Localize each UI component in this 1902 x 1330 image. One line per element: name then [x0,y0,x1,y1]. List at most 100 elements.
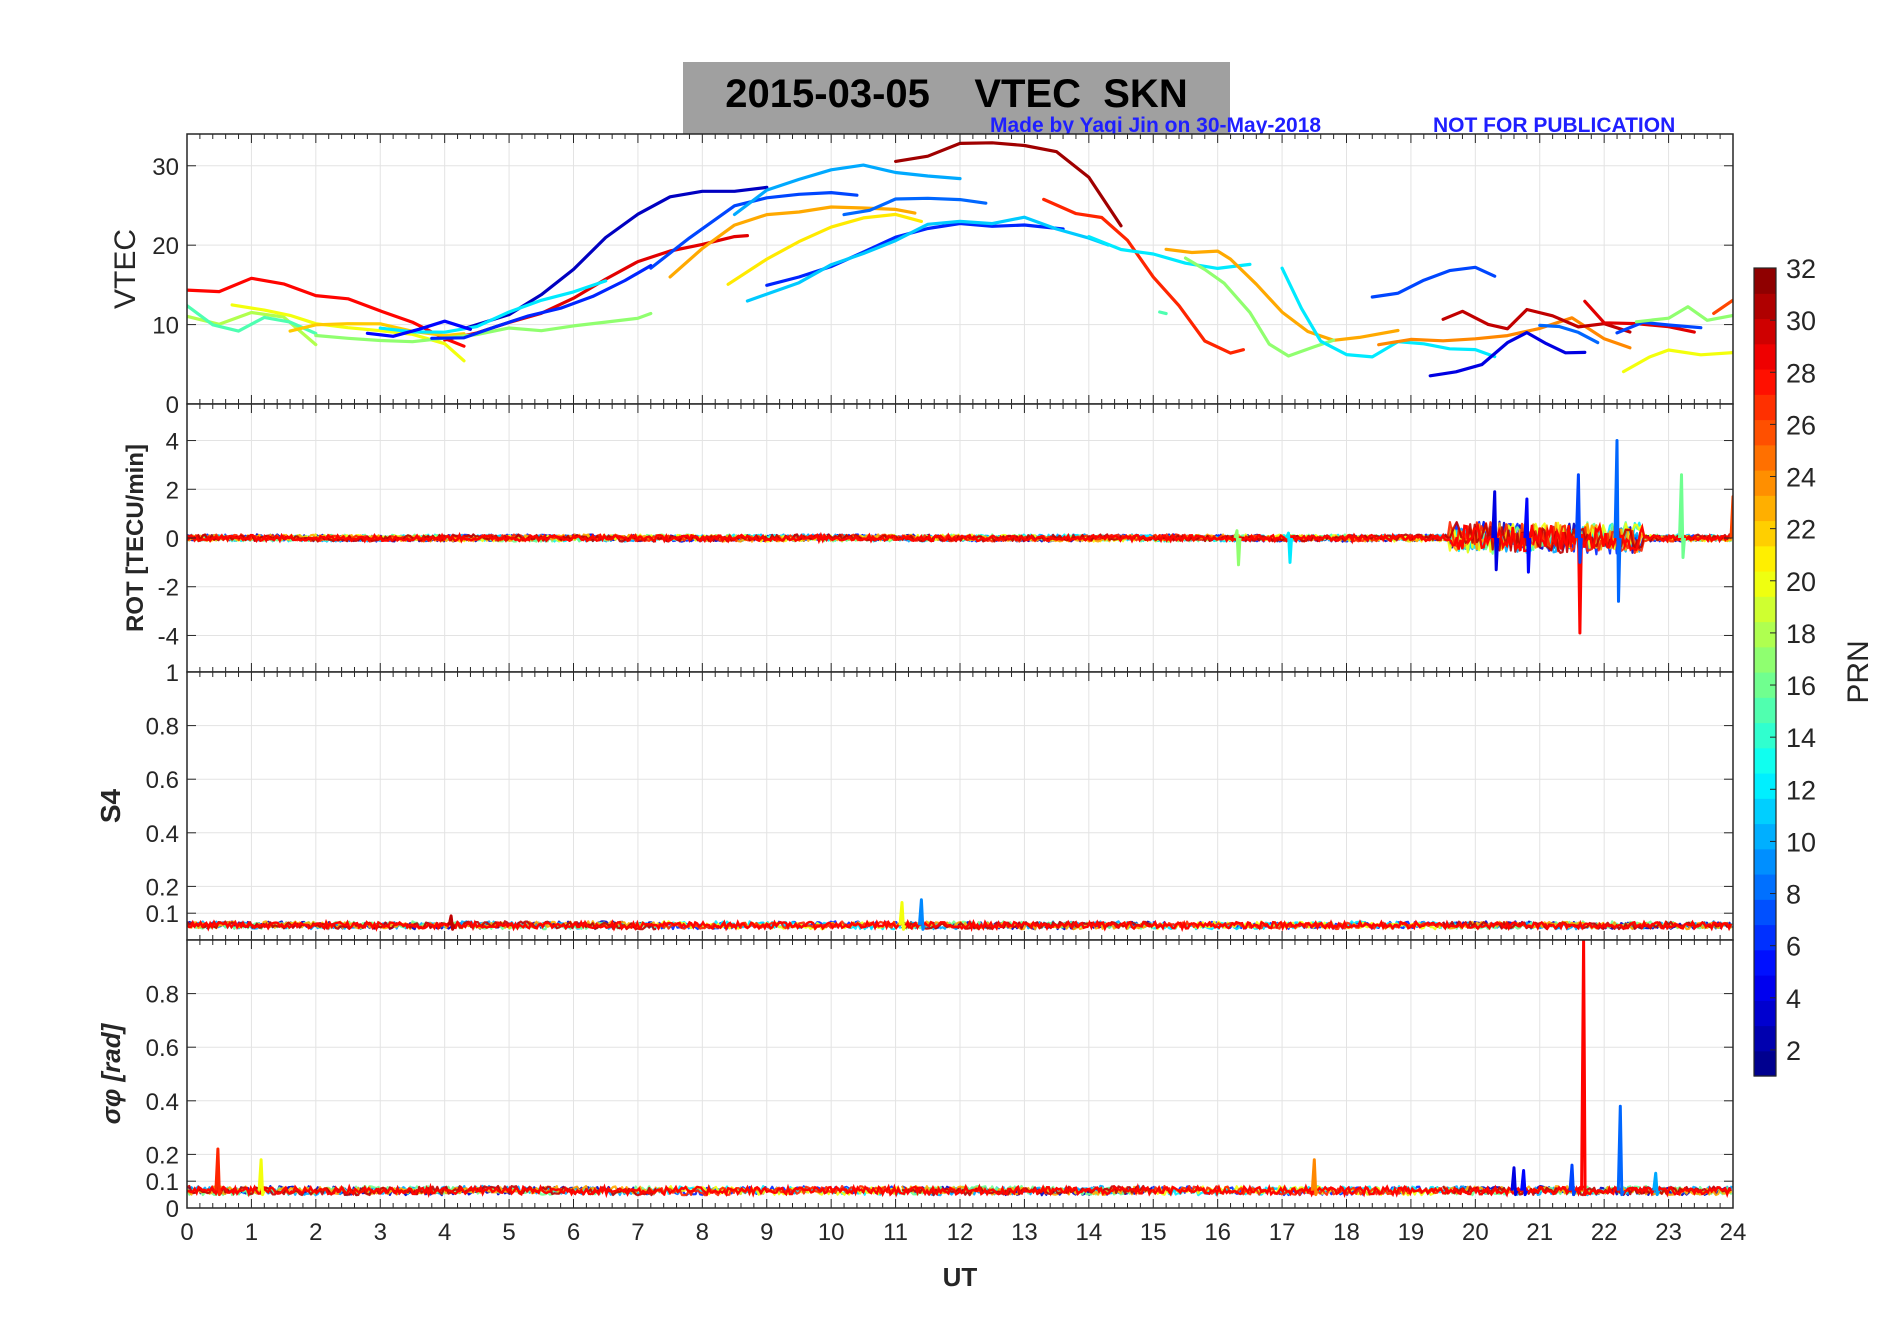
y-tick-label: 0.1 [146,901,179,928]
rot-spike-prn-5 [1523,497,1532,574]
rot-spike-prn-8 [1613,439,1622,603]
colorbar-tick-label: 20 [1786,567,1816,597]
vtec-line-prn-10 [732,163,962,217]
x-tick-label: 24 [1720,1219,1747,1246]
vtec-line-prn-28 [187,276,466,348]
vtec-line-prn-17 [314,311,653,344]
sigma-phi-axes-box [186,939,1734,1209]
colorbar-tick-label: 6 [1786,932,1801,962]
x-tick-label: 9 [760,1219,773,1246]
rot-spike-prn-26 [1729,495,1733,546]
colorbar-block [1754,773,1776,799]
colorbar-tick-label: 18 [1786,619,1816,649]
x-axis: 0 1 2 3 4 5 6 7 8 9 10 11 12 13 14 15 16 17 18 19 20 21 22 23 24… [180,1219,1746,1292]
vtec-line-prn-23 [1164,247,1400,342]
colorbar-tick-label: 8 [1786,880,1801,910]
colorbar-tick-label: 32 [1786,254,1816,284]
colorbar-block [1754,470,1776,496]
rot-spike-prn-17 [1233,529,1242,567]
colorbar-block [1754,545,1776,572]
figure-title: 2015-03-05 VTEC SKN [725,72,1188,116]
colorbar-block [1754,646,1776,673]
s4-ylabel: S4 [95,788,126,823]
colorbar-tick-label: 28 [1786,358,1816,388]
rot-series-group [187,439,1733,635]
colorbar-block [1754,318,1776,345]
sigma_phi-spike-prn-7 [1568,1163,1577,1197]
colorbar-tick-label: 26 [1786,410,1816,440]
colorbar-block [1754,621,1776,648]
vtec-line-prn-26 [1712,298,1733,315]
vtec-line-prn-7 [1615,320,1703,335]
y-tick-label: 0 [166,526,179,553]
x-tick-label: 14 [1075,1219,1102,1246]
colorbar-block [1754,874,1776,900]
x-tick-label: 22 [1591,1219,1618,1246]
rot-ticks: -4 -2 0 2 4 [158,404,1734,672]
y-tick-label: 0.2 [146,874,179,901]
x-tick-label: 5 [502,1219,515,1246]
y-tick-label: -2 [158,575,179,602]
x-tick-label: 16 [1204,1219,1231,1246]
s4-panel: 0.10.2 0.4 0.6 0.8 1 S4 [95,660,1734,941]
colorbar-block [1754,1050,1776,1077]
colorbar-block [1754,1025,1776,1052]
rot-spike-prn-4 [1491,490,1500,572]
y-tick-label: 0.8 [146,714,179,741]
sigma_phi-spike-prn-10 [1652,1171,1661,1197]
rot-ylabel: ROT [TECU/min] [122,444,149,632]
y-tick-label: 0.6 [146,767,179,794]
colorbar-block [1754,343,1776,370]
x-tick-labels: 0 1 2 3 4 5 6 7 8 9 10 11 12 13 14 15 16 17 18 19 20 21 22 23 24 [180,1219,1746,1246]
y-tick-label: 30 [152,154,179,181]
colorbar-tick-label: 4 [1786,984,1801,1014]
x-tick-label: 0 [180,1219,193,1246]
s4-trace-prn-28 [187,918,1733,933]
colorbar-block [1754,520,1776,547]
x-tick-label: 18 [1333,1219,1360,1246]
sigma_phi-spike-prn-27 [214,1147,223,1197]
vtec-line-prn-22 [288,322,466,338]
vtec-line-prn-7 [1370,265,1497,299]
colorbar-block [1754,975,1776,1001]
credit-text: Made by Yaqi Jin on 30-May-2018 [990,114,1322,137]
sigma_phi-spike-prn-24 [1310,1158,1319,1197]
colorbar-block [1754,899,1776,926]
y-tick-label: 2 [166,477,179,504]
vtec-line-prn-11 [745,215,1110,303]
colorbar-block [1754,369,1776,395]
s4-spike-prn-9 [917,898,926,931]
vtec-line-prn-4 [1428,331,1587,378]
x-tick-label: 17 [1269,1219,1296,1246]
colorbar-tick-label: 30 [1786,306,1816,336]
x-tick-label: 13 [1011,1219,1038,1246]
colorbar-block [1754,722,1776,749]
colorbar-tick-label: 12 [1786,775,1816,805]
rot-spike-prn-16 [1678,473,1686,559]
vtec-line-prn-8 [842,196,988,217]
vtec-line-prn-8 [1538,323,1600,345]
colorbar-block [1754,444,1776,471]
colorbar-frame [1753,267,1777,1077]
colorbar-block [1754,924,1776,951]
rot-panel: -4 -2 0 2 4 ROT [TECU/min] [122,403,1734,673]
sigma_phi-spike-prn-5 [1520,1169,1529,1197]
y-tick-label: 20 [152,233,179,260]
vtec-line-prn-27 [1042,197,1246,355]
rot-trace-prn-28 [187,521,1732,553]
s4-spike-prn-20 [898,901,907,931]
vtec-line-prn-7 [649,191,859,270]
vtec-line-prn-15 [1158,310,1168,316]
colorbar-block [1754,571,1776,597]
y-tick-label: 4 [166,429,179,456]
y-tick-label: 0 [166,1196,179,1223]
x-tick-label: 10 [818,1219,845,1246]
sigma_phi-spike-prn-20 [257,1158,266,1197]
colorbar-block [1754,394,1776,421]
vtec-panel: 0 10 20 30 VTEC [109,133,1734,419]
y-tick-label: 1 [166,660,179,687]
colorbar-block [1754,495,1776,522]
vtec-line-prn-24 [1377,316,1632,350]
